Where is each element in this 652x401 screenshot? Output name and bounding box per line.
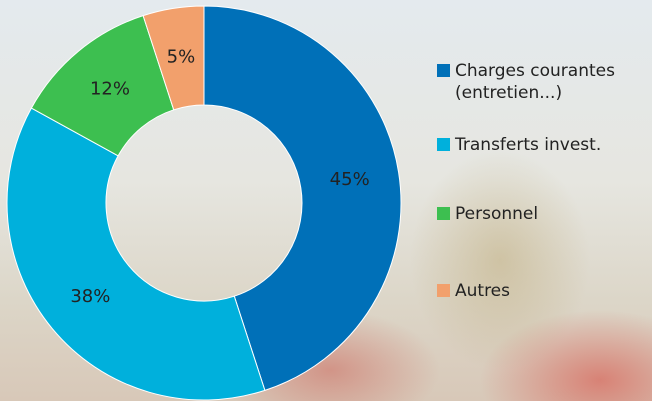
legend-item: Transferts invest. — [437, 134, 647, 156]
legend-label: Transferts invest. — [455, 135, 602, 155]
legend-item: Personnel — [437, 203, 647, 225]
legend-label: Personnel — [455, 204, 539, 224]
donut-slice — [203, 5, 402, 391]
legend-swatch — [437, 64, 450, 77]
data-label: 45% — [330, 169, 370, 190]
data-label: 5% — [167, 46, 196, 67]
data-label: 38% — [70, 286, 110, 307]
legend-swatch — [437, 284, 450, 297]
legend-swatch — [437, 138, 450, 151]
donut-slice — [142, 5, 205, 111]
legend-label: Charges courantes (entretien...) — [455, 61, 615, 103]
legend-swatch — [437, 207, 450, 220]
legend-item: Charges courantes (entretien...) — [437, 60, 647, 104]
legend-item: Autres — [437, 280, 647, 302]
legend-label: Autres — [455, 281, 511, 301]
data-label: 12% — [90, 78, 130, 99]
donut-slice — [6, 107, 266, 401]
